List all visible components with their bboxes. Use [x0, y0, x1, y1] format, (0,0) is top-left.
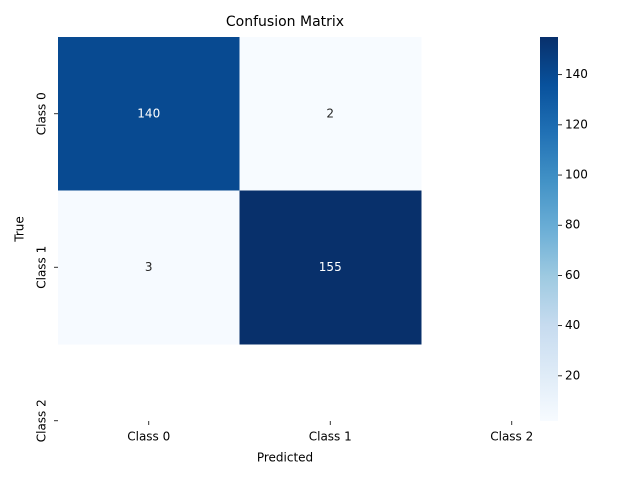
cell-label: 3 — [145, 260, 153, 274]
x-tick-label: Class 0 — [127, 430, 170, 444]
colorbar-tick-label: 80 — [565, 218, 580, 232]
y-tick-label: Class 2 — [35, 399, 49, 442]
colorbar-tick-label: 120 — [565, 117, 588, 131]
colorbar-tick-label: 140 — [565, 67, 588, 81]
cell-label: 155 — [319, 260, 342, 274]
y-axis-label: True — [13, 216, 27, 243]
colorbar-tick-label: 100 — [565, 168, 588, 182]
colorbar-tick-label: 40 — [565, 318, 580, 332]
colorbar-tick-label: 20 — [565, 368, 580, 382]
x-tick-label: Class 2 — [490, 430, 533, 444]
cell-label: 2 — [326, 106, 334, 120]
heatmap-cell — [58, 190, 240, 345]
heatmap-cell — [239, 37, 422, 191]
chart-title: Confusion Matrix — [226, 14, 344, 30]
colorbar — [540, 37, 558, 421]
heatmap-cell — [58, 37, 240, 191]
x-tick-label: Class 1 — [309, 430, 352, 444]
y-tick-label: Class 1 — [35, 246, 49, 289]
cell-label: 140 — [137, 106, 160, 120]
heatmap-cell — [239, 190, 422, 345]
y-tick-label: Class 0 — [35, 92, 49, 135]
x-axis-label: Predicted — [257, 451, 313, 465]
colorbar-tick-label: 60 — [565, 268, 580, 282]
